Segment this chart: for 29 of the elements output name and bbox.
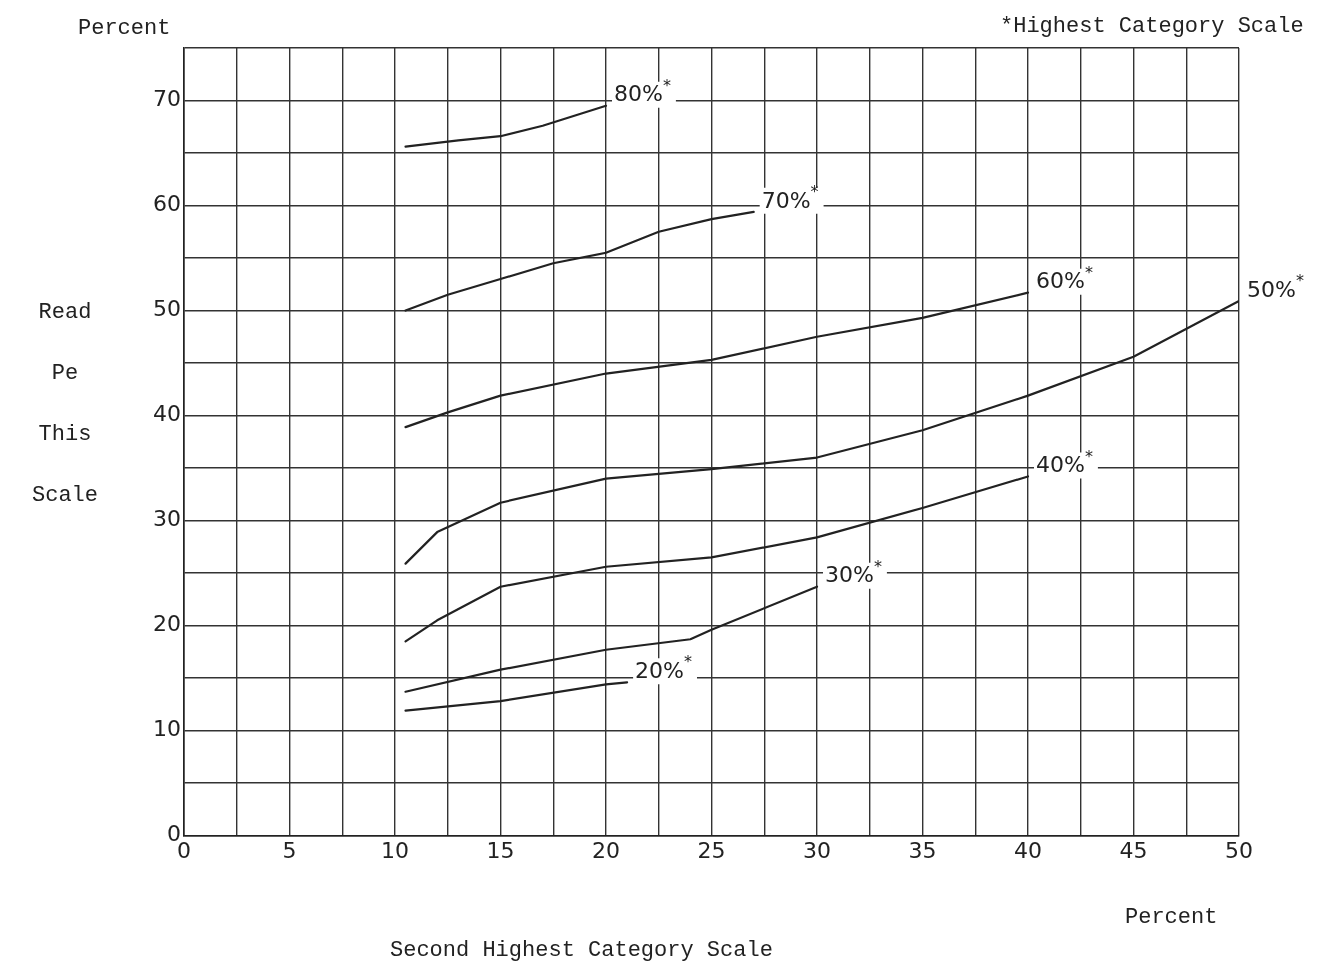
x-tick-label: 5 bbox=[282, 837, 297, 863]
text: *Highest Category Scale bbox=[1000, 14, 1304, 39]
x-tick-label: 20 bbox=[592, 837, 620, 863]
series-label: 20%* bbox=[635, 652, 692, 683]
series-label: 40%* bbox=[1036, 446, 1093, 478]
x-tick-label: 30 bbox=[803, 837, 831, 863]
text: Percent bbox=[78, 16, 171, 41]
y-tick-label: 10 bbox=[152, 716, 181, 742]
series-label: 50%* bbox=[1247, 271, 1304, 302]
series-label: 30%* bbox=[825, 556, 882, 588]
y-tick-label: 40 bbox=[152, 401, 181, 427]
text: Percent bbox=[1125, 905, 1218, 930]
x-tick-label: 35 bbox=[908, 837, 937, 863]
x-tick-label: 40 bbox=[1014, 837, 1042, 863]
x-axis-title: Second Highest Category Scale bbox=[390, 938, 773, 963]
x-tick-label: 45 bbox=[1119, 837, 1148, 863]
y-tick-label: 30 bbox=[152, 506, 181, 532]
y-tick-label: 50 bbox=[152, 296, 181, 322]
y-tick-label: 60 bbox=[152, 191, 181, 217]
series-label: 80%* bbox=[614, 75, 671, 107]
series-label: 60%* bbox=[1036, 262, 1093, 294]
y-tick-label: 70 bbox=[152, 86, 181, 112]
x-tick-label: 15 bbox=[486, 837, 515, 863]
text: Read Pe This Scale bbox=[31, 300, 98, 508]
x-tick-label: 10 bbox=[381, 837, 409, 863]
x-tick-label: 25 bbox=[697, 837, 726, 863]
series-label: 70%* bbox=[761, 181, 819, 213]
x-tick-label: 50 bbox=[1225, 837, 1253, 863]
y-tick-label: 20 bbox=[152, 611, 181, 637]
